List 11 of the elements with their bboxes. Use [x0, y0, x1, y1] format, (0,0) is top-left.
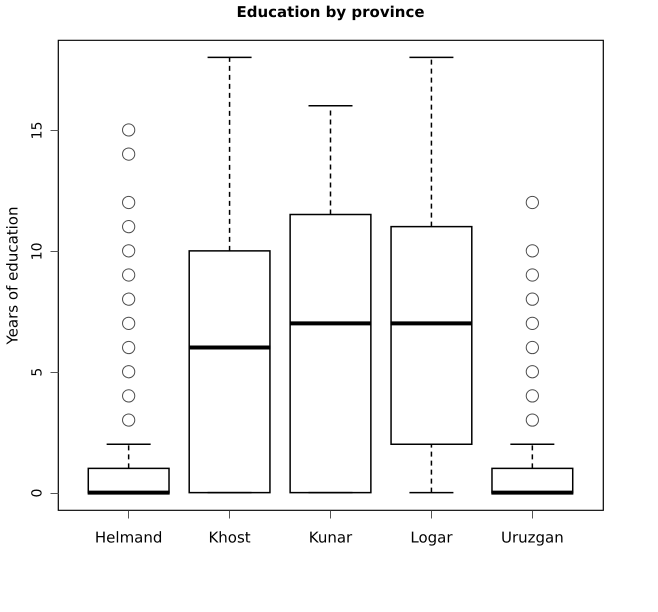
y-tick-label: 0: [30, 488, 46, 498]
y-tick-label: 15: [30, 122, 46, 140]
y-tick-label: 5: [30, 368, 46, 377]
x-tick-label: Logar: [410, 528, 454, 546]
x-tick-label: Kunar: [308, 528, 354, 546]
x-tick-label: Uruzgan: [500, 528, 564, 546]
x-tick-label: Khost: [208, 528, 251, 546]
x-tick-label: Helmand: [94, 528, 162, 546]
y-tick-label: 10: [30, 242, 46, 260]
chart-title: Education by province: [236, 3, 425, 21]
y-axis-title: Years of education: [4, 206, 22, 346]
